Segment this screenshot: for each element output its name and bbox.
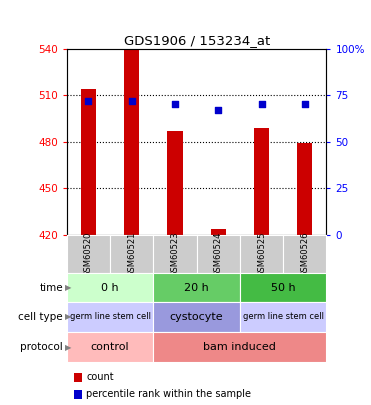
Point — [215, 107, 221, 113]
Text: 50 h: 50 h — [271, 283, 296, 292]
Text: control: control — [91, 342, 129, 352]
Text: bam induced: bam induced — [203, 342, 276, 352]
Text: time: time — [39, 283, 63, 292]
Text: GSM60526: GSM60526 — [301, 231, 309, 277]
Text: ▶: ▶ — [65, 283, 72, 292]
Text: germ line stem cell: germ line stem cell — [70, 312, 151, 322]
Text: germ line stem cell: germ line stem cell — [243, 312, 324, 322]
Text: protocol: protocol — [20, 342, 63, 352]
Text: ▶: ▶ — [65, 343, 72, 352]
Text: GSM60520: GSM60520 — [84, 231, 93, 277]
Text: percentile rank within the sample: percentile rank within the sample — [86, 389, 251, 399]
Title: GDS1906 / 153234_at: GDS1906 / 153234_at — [124, 34, 270, 47]
Point — [259, 101, 265, 108]
Text: count: count — [86, 372, 114, 382]
Text: GSM60523: GSM60523 — [171, 231, 180, 277]
Text: cell type: cell type — [19, 312, 63, 322]
Text: ▶: ▶ — [65, 312, 72, 322]
Bar — [124, 49, 139, 235]
Text: GSM60524: GSM60524 — [214, 231, 223, 277]
Bar — [254, 128, 269, 235]
Text: 20 h: 20 h — [184, 283, 209, 292]
Bar — [211, 229, 226, 235]
Point — [302, 101, 308, 108]
Bar — [167, 131, 183, 235]
Bar — [81, 89, 96, 235]
Point — [172, 101, 178, 108]
Text: GSM60521: GSM60521 — [127, 231, 136, 277]
Text: 0 h: 0 h — [101, 283, 119, 292]
Text: cystocyte: cystocyte — [170, 312, 223, 322]
Point — [129, 98, 135, 104]
Text: GSM60525: GSM60525 — [257, 231, 266, 277]
Bar — [297, 143, 312, 235]
Point — [85, 98, 91, 104]
